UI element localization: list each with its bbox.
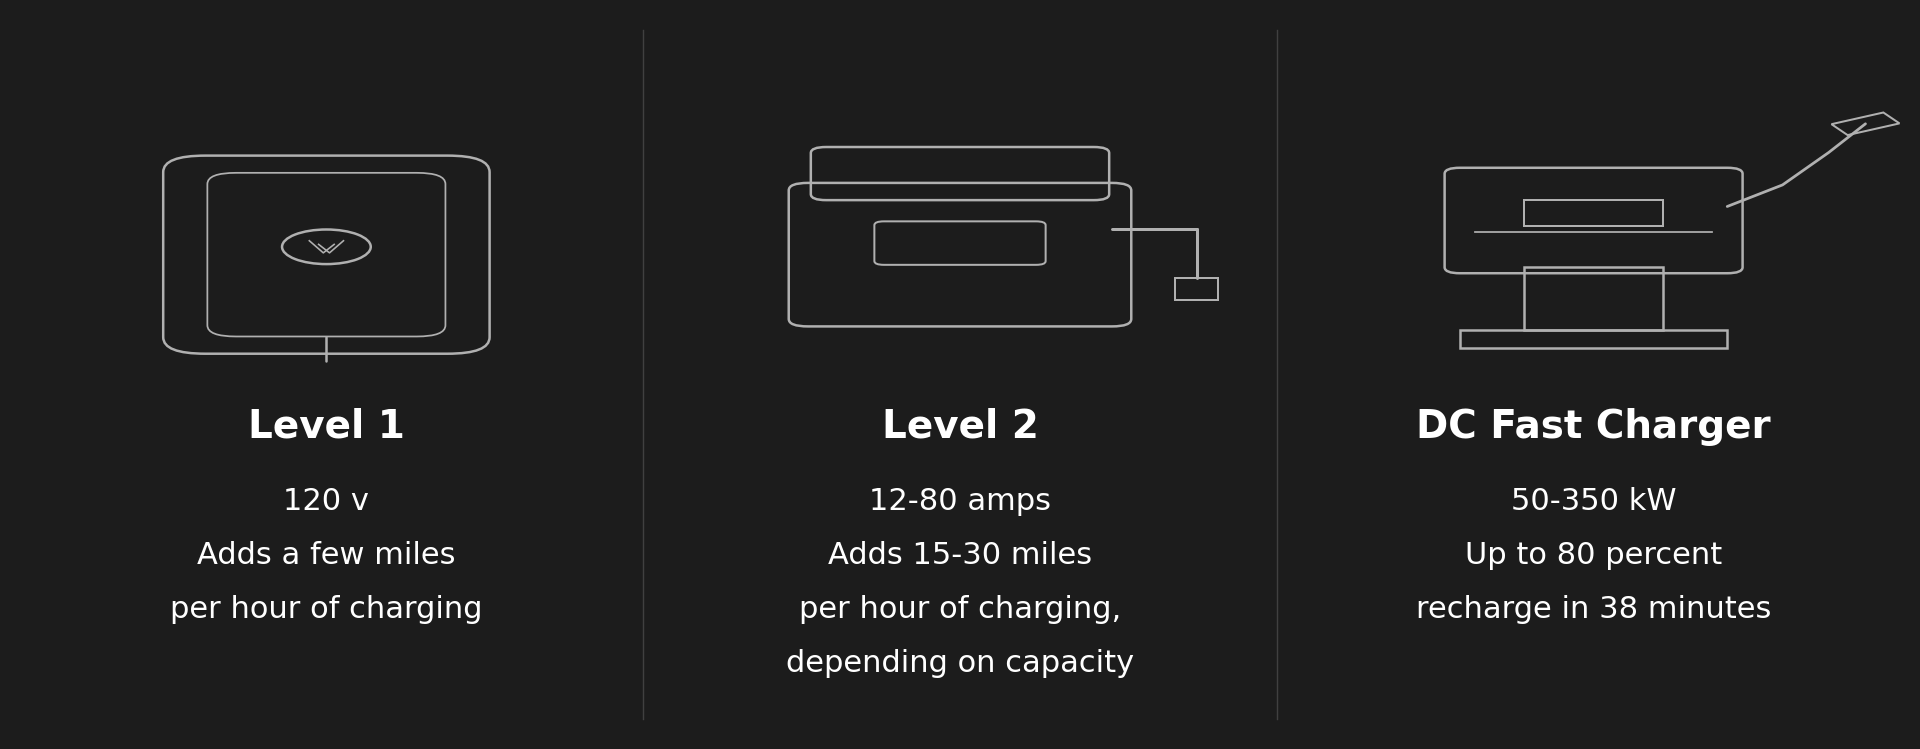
Bar	[1459, 330, 1728, 348]
Text: 50-350 kW: 50-350 kW	[1511, 488, 1676, 516]
Bar	[1175, 279, 1217, 300]
Text: Up to 80 percent: Up to 80 percent	[1465, 542, 1722, 570]
Text: Level 2: Level 2	[881, 408, 1039, 446]
Text: DC Fast Charger: DC Fast Charger	[1417, 408, 1770, 446]
Text: Adds a few miles: Adds a few miles	[198, 542, 455, 570]
Text: 120 v: 120 v	[284, 488, 369, 516]
Text: depending on capacity: depending on capacity	[785, 649, 1135, 678]
Text: recharge in 38 minutes: recharge in 38 minutes	[1415, 595, 1772, 624]
Text: 12-80 amps: 12-80 amps	[870, 488, 1050, 516]
Text: Adds 15-30 miles: Adds 15-30 miles	[828, 542, 1092, 570]
Bar	[1524, 200, 1663, 226]
Text: per hour of charging: per hour of charging	[171, 595, 482, 624]
Text: Level 1: Level 1	[248, 408, 405, 446]
Bar	[1524, 267, 1663, 330]
Text: per hour of charging,: per hour of charging,	[799, 595, 1121, 624]
